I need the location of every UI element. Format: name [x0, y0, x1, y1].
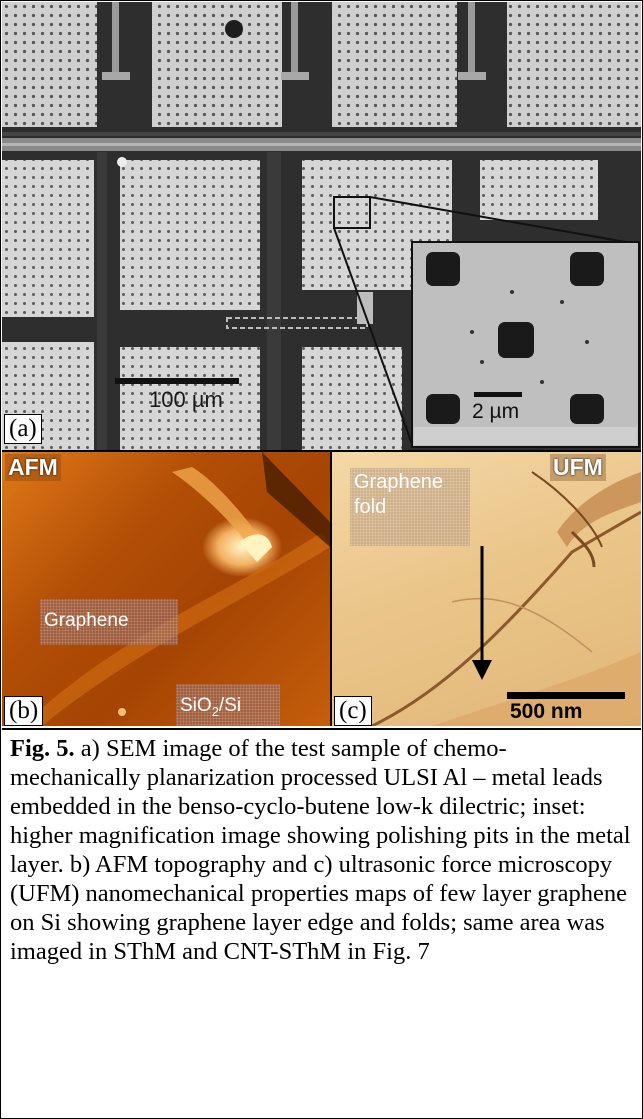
ufm-mode-tag: UFM: [550, 454, 606, 481]
afm-topography-map: [22, 452, 330, 726]
afm-image-panel: AFM Graphene SiO2/Si (b): [2, 452, 332, 726]
panel-label-c: (c): [334, 696, 372, 726]
figure-caption: Fig. 5. a) SEM image of the test sample …: [2, 728, 641, 1118]
scale-bar-label: 100 µm: [149, 387, 223, 412]
figure-number: Fig. 5.: [10, 735, 75, 762]
graphene-region-label: Graphene: [40, 599, 178, 645]
sem-image-panel: 100 µm 2 µm (a): [2, 2, 641, 452]
caption-text: a) SEM image of the test sample of chemo…: [10, 735, 631, 965]
ufm-nanomechanical-map: [371, 471, 641, 726]
scale-bar-label: 500 nm: [510, 700, 583, 723]
panel-label-b: (b): [4, 696, 44, 726]
graphene-fold-label: Graphene fold: [350, 468, 470, 546]
panel-label-a: (a): [4, 414, 42, 444]
inset-scale-bar-label: 2 µm: [472, 400, 520, 423]
afm-mode-tag: AFM: [5, 454, 61, 481]
substrate-region-label: SiO2/Si: [176, 684, 280, 726]
sem-micrograph: [2, 2, 641, 450]
ufm-image-panel: Graphene fold UFM 500 nm (c): [332, 452, 641, 726]
